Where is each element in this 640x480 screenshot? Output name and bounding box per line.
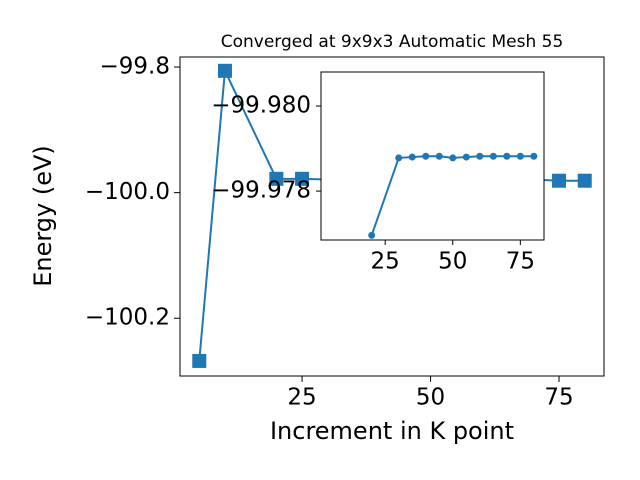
marker: [577, 173, 592, 188]
axes-frame: [179, 56, 605, 377]
marker: [295, 171, 310, 186]
marker: [217, 63, 232, 78]
marker: [368, 231, 376, 239]
marker: [530, 152, 538, 160]
series-group: [368, 152, 538, 239]
x-tick-label: 50: [416, 385, 445, 411]
y-tick-label: −100.2: [85, 305, 170, 331]
axes-frame: [320, 71, 545, 241]
y-tick-label: −100.0: [85, 179, 170, 205]
x-tick-label: 25: [287, 385, 316, 411]
marker: [552, 173, 567, 188]
y-tick-label: −99.8: [100, 54, 170, 80]
y-axis-label: Energy (eV): [29, 145, 57, 287]
x-tick-label: 75: [506, 249, 535, 275]
marker: [462, 153, 470, 161]
x-tick-label: 75: [544, 385, 573, 411]
y-tick-label: −99.980: [211, 93, 311, 119]
x-axis-label: Increment in K point: [270, 417, 514, 445]
marker: [435, 152, 443, 160]
marker: [516, 152, 524, 160]
marker: [422, 152, 430, 160]
chart-title: Converged at 9x9x3 Automatic Mesh 55: [221, 32, 564, 52]
x-tick-label: 25: [371, 249, 400, 275]
marker: [395, 154, 403, 162]
y-tick-label: −99.978: [211, 178, 311, 204]
marker: [449, 154, 457, 162]
marker: [192, 353, 207, 368]
marker: [476, 152, 484, 160]
marker: [269, 171, 284, 186]
marker: [408, 153, 416, 161]
marker: [503, 152, 511, 160]
x-tick-label: 50: [438, 249, 467, 275]
marker: [489, 152, 497, 160]
